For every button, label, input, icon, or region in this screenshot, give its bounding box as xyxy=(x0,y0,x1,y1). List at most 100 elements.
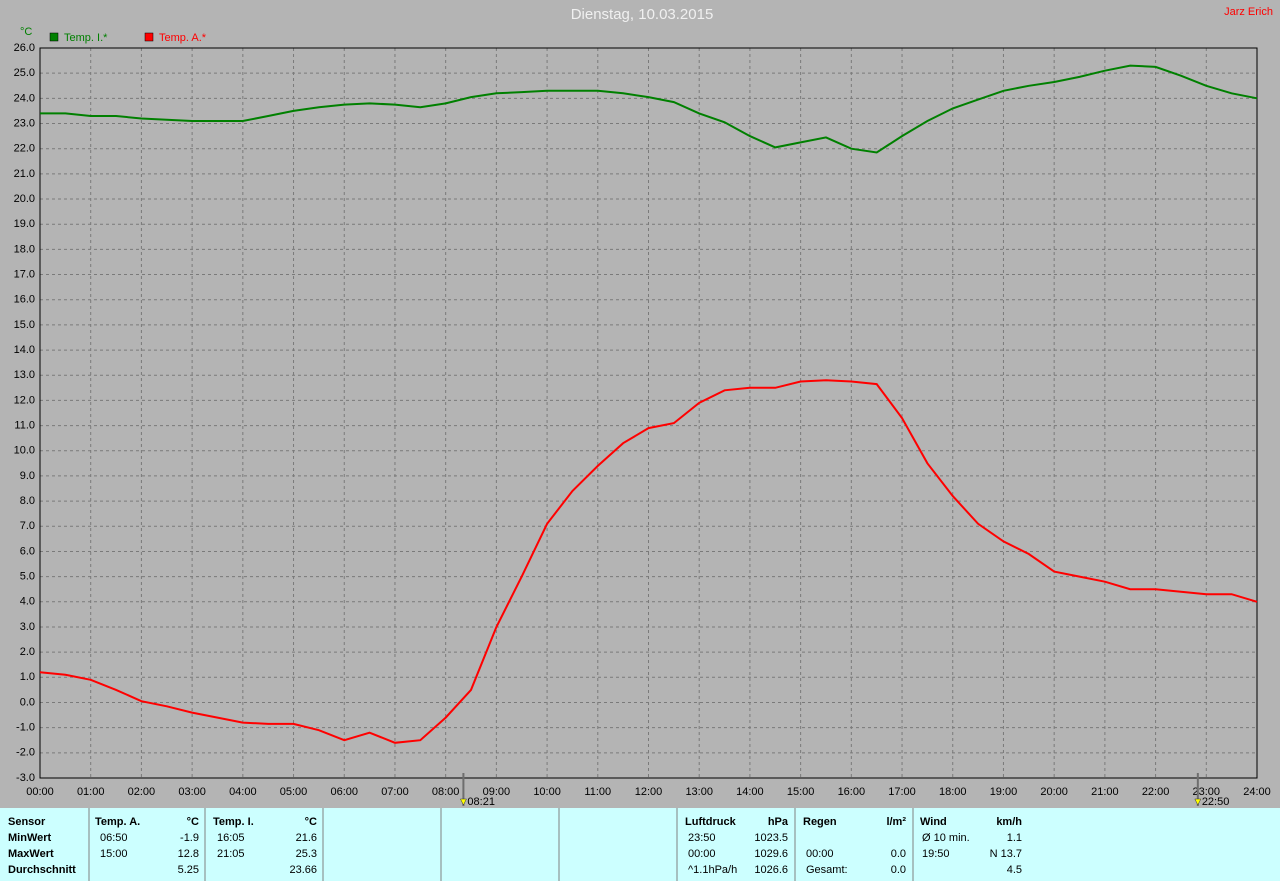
x-tick-label: 15:00 xyxy=(787,786,815,798)
y-tick-label: 4.0 xyxy=(20,596,35,608)
marker-label: 22:50 xyxy=(1202,796,1230,808)
table-cell: 1029.6 xyxy=(754,848,788,860)
marker-icon xyxy=(460,798,467,806)
x-tick-label: 11:00 xyxy=(584,786,611,798)
marker-label: 08:21 xyxy=(467,796,495,808)
table-cell: 1026.6 xyxy=(754,864,788,876)
table-header: Regen xyxy=(803,816,837,828)
x-tick-label: 03:00 xyxy=(178,786,206,798)
chart-title: Dienstag, 10.03.2015 xyxy=(571,6,714,23)
x-tick-label: 13:00 xyxy=(685,786,713,798)
y-tick-label: 20.0 xyxy=(14,193,35,205)
table-cell: -1.9 xyxy=(180,832,199,844)
table-cell: 00:00 xyxy=(806,848,834,860)
table-header: Temp. A. xyxy=(95,816,140,828)
y-tick-label: 22.0 xyxy=(14,143,35,155)
y-tick-label: 24.0 xyxy=(14,92,35,104)
y-tick-label: 2.0 xyxy=(20,646,35,658)
table-header: Wind xyxy=(920,816,947,828)
y-tick-label: 15.0 xyxy=(14,319,35,331)
table-cell: 21:05 xyxy=(217,848,245,860)
table-cell: Ø 10 min. xyxy=(922,832,970,844)
table-cell: 16:05 xyxy=(217,832,245,844)
table-cell: 1023.5 xyxy=(754,832,788,844)
y-axis-label: °C xyxy=(20,26,32,38)
table-header: °C xyxy=(187,816,199,828)
y-tick-label: 19.0 xyxy=(14,218,35,230)
table-cell: 4.5 xyxy=(1007,864,1022,876)
y-tick-label: 1.0 xyxy=(20,671,35,683)
x-tick-label: 17:00 xyxy=(888,786,916,798)
x-tick-label: 14:00 xyxy=(736,786,764,798)
table-cell: 1.1 xyxy=(1007,832,1022,844)
table-header: °C xyxy=(305,816,317,828)
marker-icon xyxy=(1194,798,1202,806)
table-header: Luftdruck xyxy=(685,816,737,828)
row-label: Durchschnitt xyxy=(8,864,76,876)
x-tick-label: 00:00 xyxy=(26,786,54,798)
background xyxy=(0,0,1280,808)
x-tick-label: 22:00 xyxy=(1142,786,1170,798)
x-tick-label: 07:00 xyxy=(381,786,409,798)
y-tick-label: 12.0 xyxy=(14,394,35,406)
legend-swatch xyxy=(144,32,154,42)
legend-label: Temp. A.* xyxy=(159,32,207,44)
x-tick-label: 23:00 xyxy=(1193,786,1221,798)
y-tick-label: 21.0 xyxy=(14,168,35,180)
x-tick-label: 21:00 xyxy=(1091,786,1119,798)
x-tick-label: 09:00 xyxy=(483,786,511,798)
y-tick-label: 10.0 xyxy=(14,445,35,457)
table-header: km/h xyxy=(996,816,1022,828)
y-tick-label: 8.0 xyxy=(20,495,35,507)
y-tick-label: 7.0 xyxy=(20,520,35,532)
legend-label: Temp. I.* xyxy=(64,32,108,44)
plot-border xyxy=(39,47,1258,779)
table-cell: ^1.1hPa/h xyxy=(688,864,737,876)
table-cell: 5.25 xyxy=(178,864,199,876)
line-series xyxy=(40,64,1258,154)
x-tick-label: 24:00 xyxy=(1243,786,1271,798)
table-cell: 21.6 xyxy=(296,832,317,844)
y-tick-label: -3.0 xyxy=(16,772,35,784)
table-header: hPa xyxy=(768,816,789,828)
table-header: Sensor xyxy=(8,816,46,828)
table-background xyxy=(0,808,1280,881)
x-tick-label: 06:00 xyxy=(330,786,358,798)
x-tick-label: 04:00 xyxy=(229,786,257,798)
row-label: MinWert xyxy=(8,832,52,844)
x-tick-label: 02:00 xyxy=(128,786,156,798)
row-label: MaxWert xyxy=(8,848,54,860)
y-tick-label: 3.0 xyxy=(20,621,35,633)
table-header: Temp. I. xyxy=(213,816,254,828)
table-cell: 19:50 xyxy=(922,848,950,860)
x-tick-label: 01:00 xyxy=(77,786,105,798)
x-tick-label: 12:00 xyxy=(635,786,663,798)
y-tick-label: 13.0 xyxy=(14,369,35,381)
table-cell: 0.0 xyxy=(891,848,906,860)
table-cell: N 13.7 xyxy=(990,848,1022,860)
y-tick-label: 11.0 xyxy=(14,419,35,431)
x-tick-label: 19:00 xyxy=(990,786,1018,798)
table-cell: 23.66 xyxy=(289,864,317,876)
y-tick-label: -1.0 xyxy=(16,722,35,734)
table-cell: 0.0 xyxy=(891,864,906,876)
x-tick-label: 16:00 xyxy=(838,786,866,798)
table-cell: Gesamt: xyxy=(806,864,848,876)
y-tick-label: 14.0 xyxy=(14,344,35,356)
y-tick-label: 26.0 xyxy=(14,42,35,54)
y-tick-label: 5.0 xyxy=(20,571,35,583)
y-tick-label: 6.0 xyxy=(20,545,35,557)
y-tick-label: 18.0 xyxy=(14,243,35,255)
y-tick-label: -2.0 xyxy=(16,747,35,759)
y-tick-label: 9.0 xyxy=(20,470,35,482)
line-series xyxy=(39,379,1258,744)
table-cell: 06:50 xyxy=(100,832,128,844)
author: Jarz Erich xyxy=(1224,6,1273,18)
x-tick-label: 08:00 xyxy=(432,786,460,798)
table-cell: 25.3 xyxy=(296,848,317,860)
table-cell: 23:50 xyxy=(688,832,716,844)
y-tick-label: 23.0 xyxy=(14,117,35,129)
y-tick-label: 0.0 xyxy=(20,696,35,708)
x-tick-label: 20:00 xyxy=(1040,786,1068,798)
